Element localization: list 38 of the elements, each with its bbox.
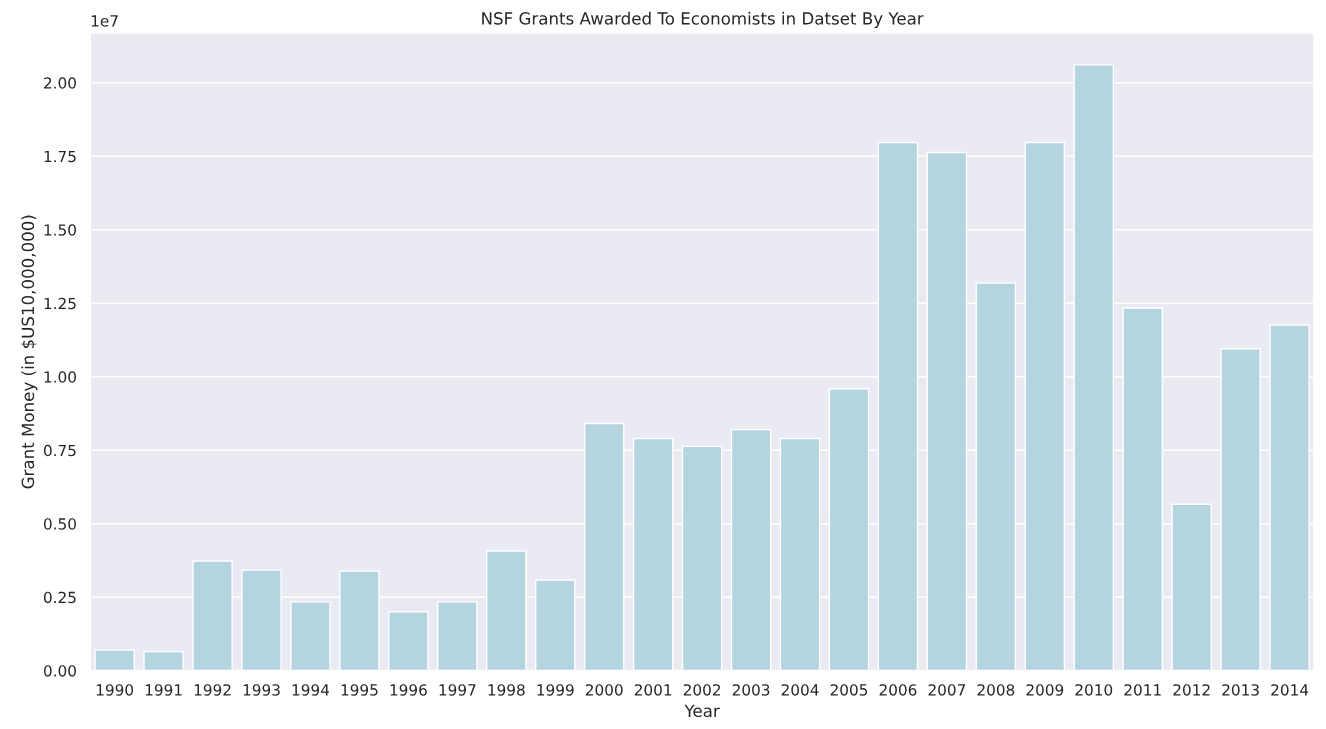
x-tick-label: 1997 (439, 684, 476, 696)
x-tick-label: 2003 (732, 684, 770, 696)
y-tick-label: 0.25 (43, 591, 76, 604)
x-tick-label: 2011 (1124, 684, 1161, 696)
x-tick-label: 2004 (781, 684, 819, 696)
chart-title: NSF Grants Awarded To Economists in Datset By Year (482, 11, 924, 28)
x-tick-label: 1995 (341, 684, 378, 696)
x-tick-label: 2013 (1222, 684, 1259, 696)
y-tick-label: 2.00 (44, 77, 76, 89)
x-tick-label: 1994 (292, 684, 330, 696)
x-tick-label: 2008 (977, 684, 1015, 696)
x-tick-label: 2010 (1075, 684, 1113, 696)
x-tick-label: 2007 (928, 684, 966, 696)
y-tick-label: 0.50 (43, 518, 76, 530)
x-tick-label: 2005 (830, 684, 868, 696)
x-tick-label: 1992 (194, 684, 231, 696)
y-tick-label: 1.25 (44, 297, 76, 310)
x-tick-label: 1999 (537, 684, 574, 696)
x-tick-label: 2009 (1026, 684, 1064, 696)
x-tick-label: 2006 (879, 684, 917, 696)
text: 1e7 (91, 15, 118, 27)
x-tick-label: 2000 (585, 684, 623, 696)
y-tick-label: 1.75 (44, 150, 76, 163)
y-tick-label: 0.00 (43, 665, 76, 677)
y-tick-label: 1.50 (44, 224, 76, 236)
x-tick-label: 1991 (145, 684, 182, 696)
x-tick-label: 1993 (243, 684, 280, 696)
x-axis-title: Year (684, 704, 720, 718)
x-tick-label: 2012 (1173, 684, 1210, 696)
y-axis-title: Grant Money (in $US10,000,000) (21, 215, 38, 489)
x-tick-label: 2014 (1271, 684, 1309, 696)
x-tick-label: 1998 (488, 684, 525, 696)
x-tick-label: 2002 (683, 684, 721, 696)
y-tick-label: 0.75 (43, 444, 76, 457)
y-tick-label: 1.00 (44, 371, 76, 383)
x-tick-label: 2001 (634, 684, 672, 696)
x-tick-label: 1990 (96, 684, 134, 696)
x-tick-label: 1996 (390, 684, 427, 696)
